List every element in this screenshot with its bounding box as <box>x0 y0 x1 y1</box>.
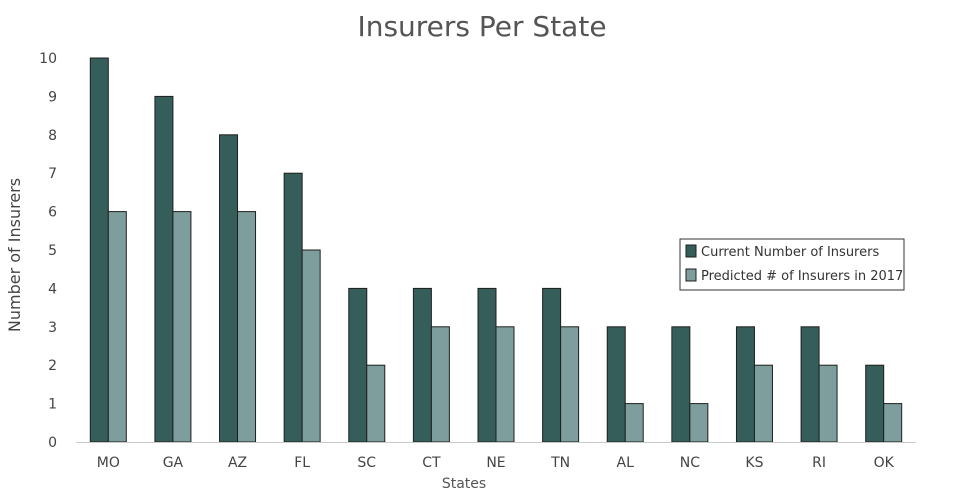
bar-current-ne <box>477 287 497 443</box>
x-tick-label: AZ <box>228 455 247 471</box>
bar-current-sc <box>348 287 368 443</box>
bar-predicted-mo <box>107 211 127 443</box>
bar-predicted-tn <box>560 326 580 443</box>
y-tick-label: 0 <box>48 435 57 451</box>
bar-predicted-ri <box>818 364 838 443</box>
chart-title: Insurers Per State <box>357 10 606 43</box>
legend-swatch-current <box>685 244 697 258</box>
y-tick-label: 1 <box>48 397 57 413</box>
bar-predicted-ga <box>172 211 192 443</box>
y-tick-label: 7 <box>48 166 57 182</box>
x-tick-label: NC <box>680 455 700 471</box>
bar-predicted-nc <box>689 403 709 443</box>
x-tick-label: NE <box>486 455 505 471</box>
y-tick-label: 3 <box>48 320 57 336</box>
bar-predicted-ks <box>753 364 773 443</box>
bar-current-ri <box>800 326 820 443</box>
y-axis-label: Number of Insurers <box>5 178 24 332</box>
x-tick-label: OK <box>874 455 895 471</box>
y-tick-label: 9 <box>48 89 57 105</box>
bar-predicted-ct <box>430 326 450 443</box>
legend-label-predicted: Predicted # of Insurers in 2017 <box>701 269 903 284</box>
x-tick-label: MO <box>97 455 120 471</box>
x-tick-label: FL <box>294 455 310 471</box>
bar-current-nc <box>671 326 691 443</box>
x-axis-ticks: MO GA AZ FL SC CT NE TN AL NC KS RI OK <box>97 455 895 471</box>
bar-predicted-sc <box>366 364 386 443</box>
legend-label-current: Current Number of Insurers <box>701 245 879 260</box>
y-tick-label: 5 <box>48 243 57 259</box>
bar-current-ks <box>735 326 755 443</box>
y-tick-label: 2 <box>48 358 57 374</box>
x-axis-label: States <box>442 476 486 492</box>
legend: Current Number of Insurers Predicted # of… <box>679 238 905 291</box>
bar-current-ga <box>154 95 174 443</box>
bars-group <box>89 57 903 443</box>
x-tick-label: CT <box>422 455 441 471</box>
bar-predicted-ok <box>883 403 903 443</box>
y-tick-label: 10 <box>39 51 57 67</box>
x-tick-label: AL <box>617 455 635 471</box>
y-tick-label: 8 <box>48 128 57 144</box>
bar-current-ct <box>412 287 432 443</box>
bar-current-al <box>606 326 626 443</box>
y-axis-ticks: 0 1 2 3 4 5 6 7 8 9 10 <box>39 51 57 451</box>
x-tick-label: RI <box>812 455 826 471</box>
x-tick-label: SC <box>357 455 376 471</box>
bar-current-ok <box>865 364 885 443</box>
bar-predicted-az <box>237 211 257 443</box>
bar-predicted-al <box>624 403 644 443</box>
bar-predicted-fl <box>301 249 321 443</box>
x-tick-label: GA <box>163 455 184 471</box>
legend-swatch-predicted <box>685 268 697 282</box>
x-tick-label: TN <box>550 455 570 471</box>
x-tick-label: KS <box>745 455 763 471</box>
legend-box <box>679 238 905 291</box>
bar-current-mo <box>89 57 109 443</box>
bar-current-az <box>219 134 239 443</box>
bar-current-fl <box>283 172 303 443</box>
y-tick-label: 6 <box>48 205 57 221</box>
bar-predicted-ne <box>495 326 515 443</box>
y-tick-label: 4 <box>48 281 57 297</box>
bar-current-tn <box>542 287 562 443</box>
